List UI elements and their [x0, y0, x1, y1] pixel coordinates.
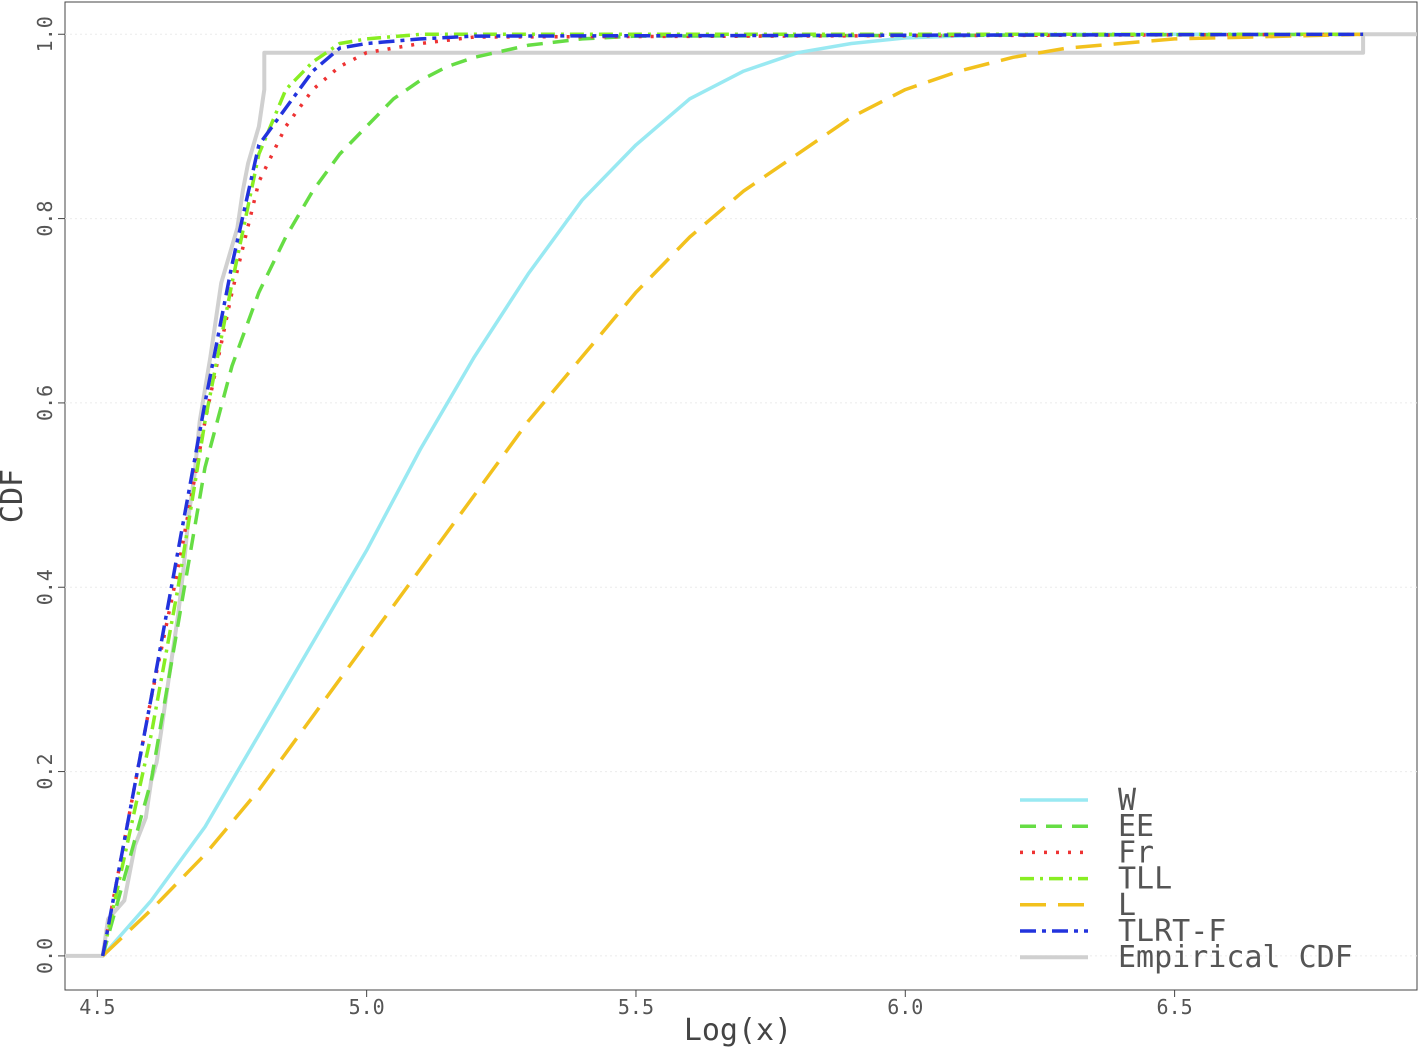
- legend-label: TLL: [1118, 862, 1172, 897]
- series-line-tll: [100, 32, 1364, 957]
- x-tick-label: 5.5: [618, 995, 654, 1019]
- series-line-tlrt-f: [100, 32, 1364, 957]
- legend-label: L: [1118, 888, 1136, 923]
- series-line-w: [101, 32, 1364, 958]
- x-tick-label: 6.0: [887, 995, 923, 1019]
- x-tick-label: 5.0: [349, 995, 385, 1019]
- x-axis-title: Log(x): [684, 1013, 792, 1048]
- y-tick-label: 0.6: [33, 385, 57, 421]
- legend-label: Empirical CDF: [1118, 940, 1353, 975]
- legend-label: EE: [1118, 809, 1154, 844]
- y-tick-label: 0.0: [33, 938, 57, 974]
- x-tick-label: 4.5: [79, 995, 115, 1019]
- y-axis-title: CDF: [0, 469, 30, 523]
- y-axis-ticks: 0.0 0.2 0.4 0.6 0.8 1.0: [33, 16, 65, 974]
- y-tick-label: 1.0: [33, 16, 57, 52]
- legend-label: Fr: [1118, 835, 1154, 870]
- y-tick-label: 0.4: [33, 569, 57, 605]
- series-line-ee: [101, 32, 1364, 957]
- x-axis-ticks: 4.5 5.0 5.5 6.0 6.5: [79, 990, 1193, 1019]
- x-tick-label: 6.5: [1157, 995, 1193, 1019]
- y-tick-label: 0.2: [33, 754, 57, 790]
- series-line-l: [101, 32, 1364, 958]
- y-tick-label: 0.8: [33, 201, 57, 237]
- series-group: [65, 32, 1417, 958]
- legend-label: TLRT-F: [1118, 914, 1226, 949]
- series-line-empirical-cdf: [65, 32, 1417, 958]
- plot-background: [64, 1, 1418, 991]
- legend-label: W: [1118, 783, 1137, 818]
